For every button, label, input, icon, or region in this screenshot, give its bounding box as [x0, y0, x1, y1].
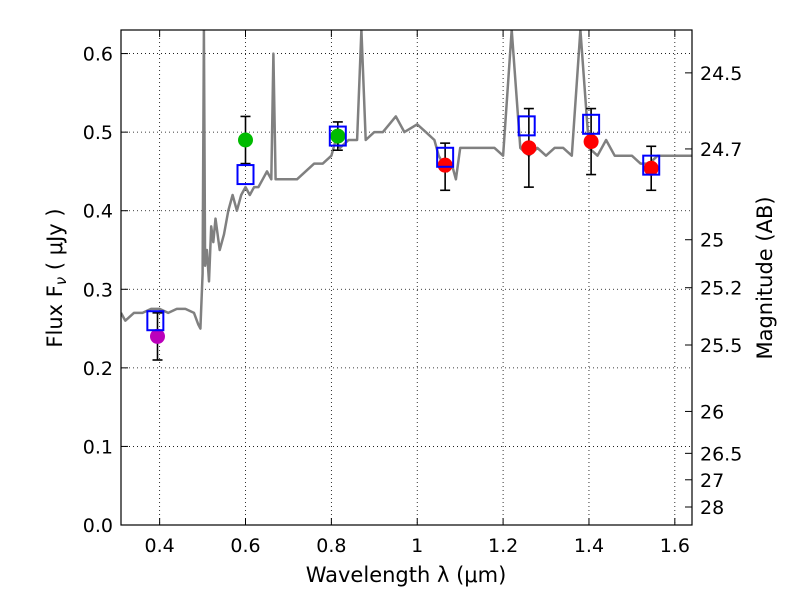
y-axis-label: Flux Fν ( μJy ) — [43, 208, 70, 347]
right-tick-label: 25.5 — [700, 335, 742, 357]
observed-point — [583, 134, 599, 150]
x-tick-label: 0.8 — [316, 535, 346, 557]
model-point — [236, 164, 255, 186]
y-axis-label-main: Flux F — [43, 285, 67, 347]
y-tick-label: 0.6 — [83, 44, 113, 66]
plot-frame — [120, 29, 693, 526]
observed-point — [643, 160, 659, 176]
y-axis-label-subscript: ν — [52, 277, 70, 285]
right-tick-label: 27 — [700, 470, 724, 492]
model-point — [517, 115, 536, 137]
model-point — [436, 146, 455, 168]
y-tick-label: 0.4 — [83, 201, 113, 223]
right-tick-label: 26.5 — [700, 443, 742, 465]
model-point — [328, 125, 347, 147]
spectrum-line — [121, 30, 692, 330]
right-tick-label: 25 — [700, 230, 724, 252]
x-axis-ticks: 0.4 0.6 0.8 1 1.2 1.4 1.6 — [145, 30, 690, 557]
y-axis-label-unit: ( μJy ) — [43, 208, 67, 276]
observed-point — [521, 140, 537, 156]
y-axis-ticks: 0.0 0.1 0.2 0.3 0.4 0.5 0.6 — [83, 44, 128, 537]
x-tick-label: 0.4 — [145, 535, 175, 557]
model-points — [146, 113, 661, 332]
observed-point — [149, 328, 165, 344]
grid — [121, 30, 692, 526]
model-point — [146, 310, 165, 332]
y-tick-label: 0.1 — [83, 436, 113, 458]
x-axis-label: Wavelength λ (μm) — [306, 563, 507, 587]
observed-point — [437, 157, 453, 173]
observed-points — [149, 128, 659, 344]
model-point — [582, 113, 601, 135]
y-tick-label: 0.5 — [83, 122, 113, 144]
y-tick-label: 0.3 — [83, 279, 113, 301]
x-tick-label: 1 — [411, 535, 423, 557]
right-tick-label: 25.2 — [700, 278, 742, 300]
right-tick-label: 24.7 — [700, 139, 742, 161]
x-tick-label: 0.6 — [230, 535, 260, 557]
observed-point — [238, 132, 254, 148]
x-tick-label: 1.4 — [574, 535, 604, 557]
y-tick-label: 0.2 — [83, 358, 113, 380]
observed-point — [330, 128, 346, 144]
x-tick-label: 1.2 — [488, 535, 518, 557]
template-spectrum — [121, 30, 692, 330]
right-axis-ticks: 24.5 24.7 25 25.2 25.5 26 26.5 27 28 — [685, 63, 742, 519]
right-tick-label: 24.5 — [700, 63, 742, 85]
right-tick-label: 26 — [700, 401, 724, 423]
right-tick-label: 28 — [700, 497, 724, 519]
x-tick-label: 1.6 — [660, 535, 690, 557]
y-tick-label: 0.0 — [83, 515, 113, 537]
error-bars — [152, 107, 657, 361]
right-axis-label: Magnitude (AB) — [753, 196, 777, 359]
model-point — [642, 154, 661, 176]
